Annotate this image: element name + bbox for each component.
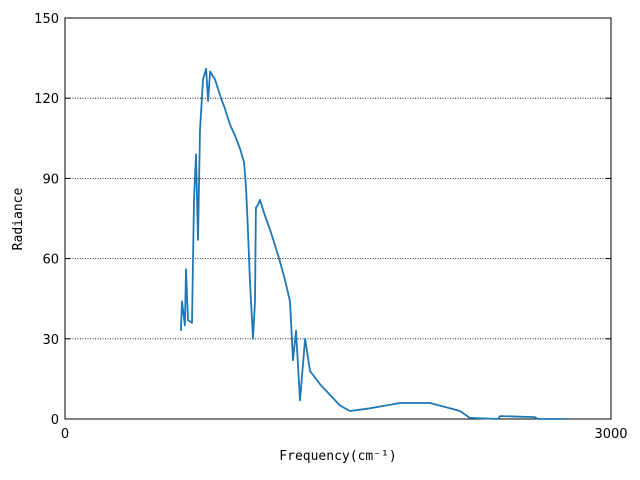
y-tick-label: 0 [51,413,59,428]
y-axis-label: Radiance [11,188,26,251]
x-tick-label: 0 [61,427,69,442]
y-tick-label: 30 [42,333,59,348]
x-axis-label: Frequency(cm⁻¹) [279,449,396,464]
y-tick-label: 90 [42,172,59,187]
y-tick-label: 150 [34,12,59,27]
y-tick-label: 120 [34,92,59,107]
plot-frame [64,17,612,420]
x-tick-label: 3000 [594,427,627,442]
data-line [180,67,566,420]
y-tick-label: 60 [42,253,59,268]
